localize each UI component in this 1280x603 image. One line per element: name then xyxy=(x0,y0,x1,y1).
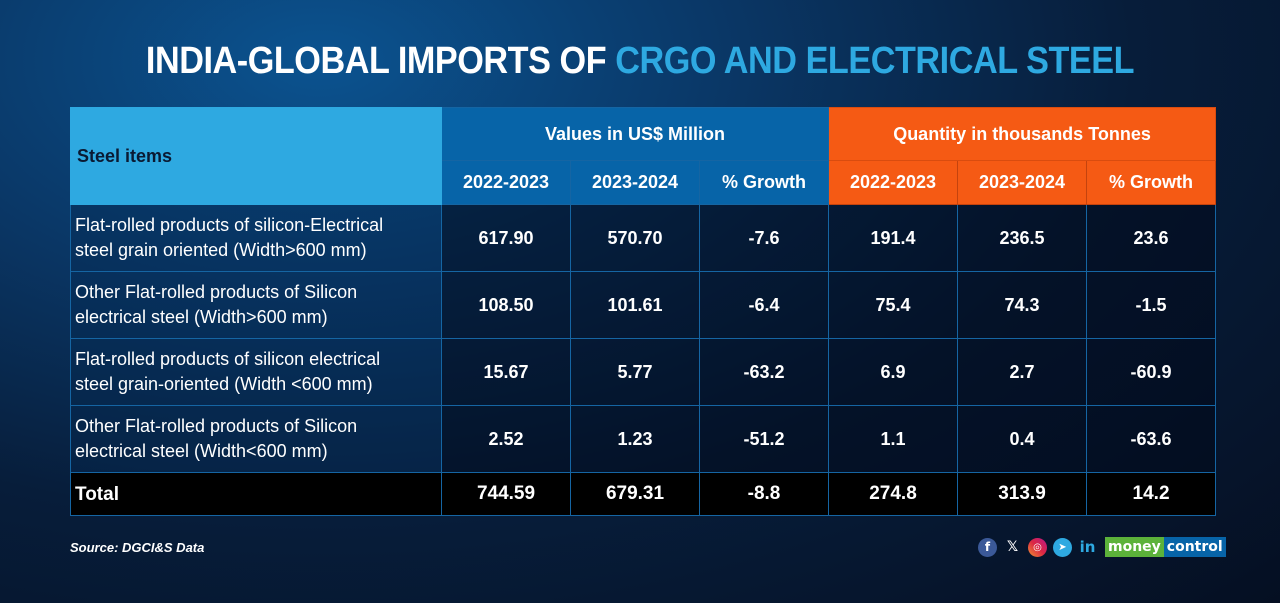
cell-qty-2022-23: 75.4 xyxy=(828,271,959,339)
cell-value-2022-23: 2.52 xyxy=(441,405,571,473)
title-part-accent: CRGO AND ELECTRICAL STEEL xyxy=(615,40,1135,82)
cell-qty-2023-24: 2.7 xyxy=(957,338,1088,406)
instagram-icon[interactable]: ◎ xyxy=(1028,537,1047,557)
cell-value-2023-24: 101.61 xyxy=(570,271,700,339)
header-quantity-group: Quantity in thousands Tonnes xyxy=(828,107,1217,161)
telegram-icon[interactable]: ➤ xyxy=(1053,537,1072,557)
total-row: Total 744.59 679.31 -8.8 274.8 313.9 14.… xyxy=(70,472,1217,516)
moneycontrol-logo: money control xyxy=(1105,537,1226,557)
logo-part-money: money xyxy=(1105,537,1164,557)
item-line-2: steel grain oriented (Width>600 mm) xyxy=(75,240,367,260)
header-value-2023-24: 2023-2024 xyxy=(570,160,700,205)
header-qty-growth: % Growth xyxy=(1086,160,1217,205)
cell-value-growth: -7.6 xyxy=(698,204,830,272)
item-line-1: Other Flat-rolled products of Silicon xyxy=(75,416,358,436)
cell-qty-2022-23: 6.9 xyxy=(828,338,959,406)
facebook-icon[interactable]: f xyxy=(978,537,997,557)
item-line-2: electrical steel (Width<600 mm) xyxy=(75,441,328,461)
cell-value-2023-24: 5.77 xyxy=(570,338,700,406)
logo-part-control: control xyxy=(1163,537,1226,557)
imports-table: Steel items Values in US$ Million Quanti… xyxy=(70,107,1217,516)
row-item-label: Other Flat-rolled products of Silicon ele… xyxy=(70,271,442,339)
header-values-group: Values in US$ Million xyxy=(440,107,830,161)
item-line-2: steel grain-oriented (Width <600 mm) xyxy=(75,374,373,394)
cell-value-growth: -6.4 xyxy=(698,271,830,339)
total-qty-growth: 14.2 xyxy=(1086,472,1217,516)
item-line-2: electrical steel (Width>600 mm) xyxy=(75,307,328,327)
header-qty-2023-24: 2023-2024 xyxy=(957,160,1088,205)
total-qty-2022-23: 274.8 xyxy=(828,472,959,516)
row-item-label: Other Flat-rolled products of Silicon ele… xyxy=(70,405,442,473)
total-value-2022-23: 744.59 xyxy=(441,472,571,516)
cell-qty-growth: -1.5 xyxy=(1086,271,1217,339)
title-part-white: INDIA-GLOBAL IMPORTS OF xyxy=(145,40,616,82)
item-line-1: Other Flat-rolled products of Silicon xyxy=(75,282,358,302)
x-icon[interactable]: 𝕏 xyxy=(1006,539,1019,555)
header-row-group: Steel items Values in US$ Million Quanti… xyxy=(70,107,1217,205)
header-qty-2022-23: 2022-2023 xyxy=(828,160,959,205)
cell-qty-growth: -60.9 xyxy=(1086,338,1217,406)
row-item-label: Flat-rolled products of silicon-Electric… xyxy=(70,204,442,272)
cell-value-2023-24: 570.70 xyxy=(570,204,700,272)
cell-qty-2023-24: 74.3 xyxy=(957,271,1088,339)
table-row: Other Flat-rolled products of Silicon ele… xyxy=(70,271,1217,339)
cell-qty-2022-23: 191.4 xyxy=(828,204,959,272)
source-note: Source: DGCI&S Data xyxy=(70,540,205,555)
cell-qty-growth: 23.6 xyxy=(1086,204,1217,272)
cell-value-growth: -51.2 xyxy=(698,405,830,473)
item-line-1: Flat-rolled products of silicon electric… xyxy=(75,349,381,369)
cell-value-growth: -63.2 xyxy=(698,338,830,406)
total-label: Total xyxy=(70,472,442,516)
header-value-growth: % Growth xyxy=(698,160,830,205)
cell-value-2022-23: 108.50 xyxy=(441,271,571,339)
cell-qty-2022-23: 1.1 xyxy=(828,405,959,473)
header-row-sub: 2022-2023 2023-2024 % Growth 2022-2023 2… xyxy=(71,160,1217,205)
linkedin-icon[interactable]: in xyxy=(1079,538,1096,556)
header-steel-items: Steel items xyxy=(70,107,442,205)
cell-qty-growth: -63.6 xyxy=(1086,405,1217,473)
row-item-label: Flat-rolled products of silicon electric… xyxy=(70,338,442,406)
table-row: Flat-rolled products of silicon-Electric… xyxy=(70,204,1217,272)
cell-value-2022-23: 15.67 xyxy=(441,338,571,406)
header-value-2022-23: 2022-2023 xyxy=(441,160,571,205)
item-line-1: Flat-rolled products of silicon-Electric… xyxy=(75,215,384,235)
cell-qty-2023-24: 236.5 xyxy=(957,204,1088,272)
table-row: Flat-rolled products of silicon electric… xyxy=(70,338,1217,406)
total-qty-2023-24: 313.9 xyxy=(957,472,1088,516)
cell-value-2022-23: 617.90 xyxy=(441,204,571,272)
table-row: Other Flat-rolled products of Silicon ele… xyxy=(70,405,1217,473)
page-title: INDIA-GLOBAL IMPORTS OF CRGO AND ELECTRI… xyxy=(64,40,1216,83)
cell-qty-2023-24: 0.4 xyxy=(957,405,1088,473)
footer-brand-bar: f 𝕏 ◎ ➤ in money control xyxy=(978,537,1226,557)
total-value-growth: -8.8 xyxy=(698,472,830,516)
total-value-2023-24: 679.31 xyxy=(570,472,700,516)
cell-value-2023-24: 1.23 xyxy=(570,405,700,473)
